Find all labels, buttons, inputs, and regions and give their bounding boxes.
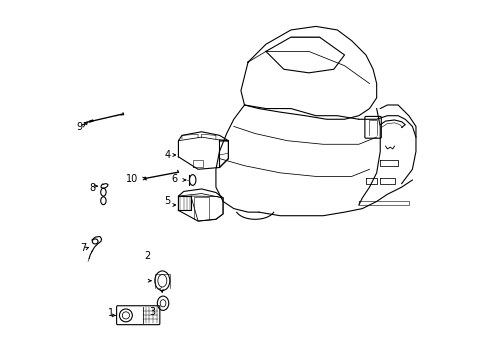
Text: 3: 3 [149,307,155,317]
Text: 8: 8 [89,183,95,193]
Text: 1: 1 [108,308,114,318]
Text: 4: 4 [164,150,170,160]
Text: 10: 10 [125,174,138,184]
Text: 2: 2 [144,251,150,261]
Text: 7: 7 [81,243,87,253]
Text: 5: 5 [164,197,170,206]
Text: 6: 6 [171,174,178,184]
Text: 9: 9 [76,122,82,132]
